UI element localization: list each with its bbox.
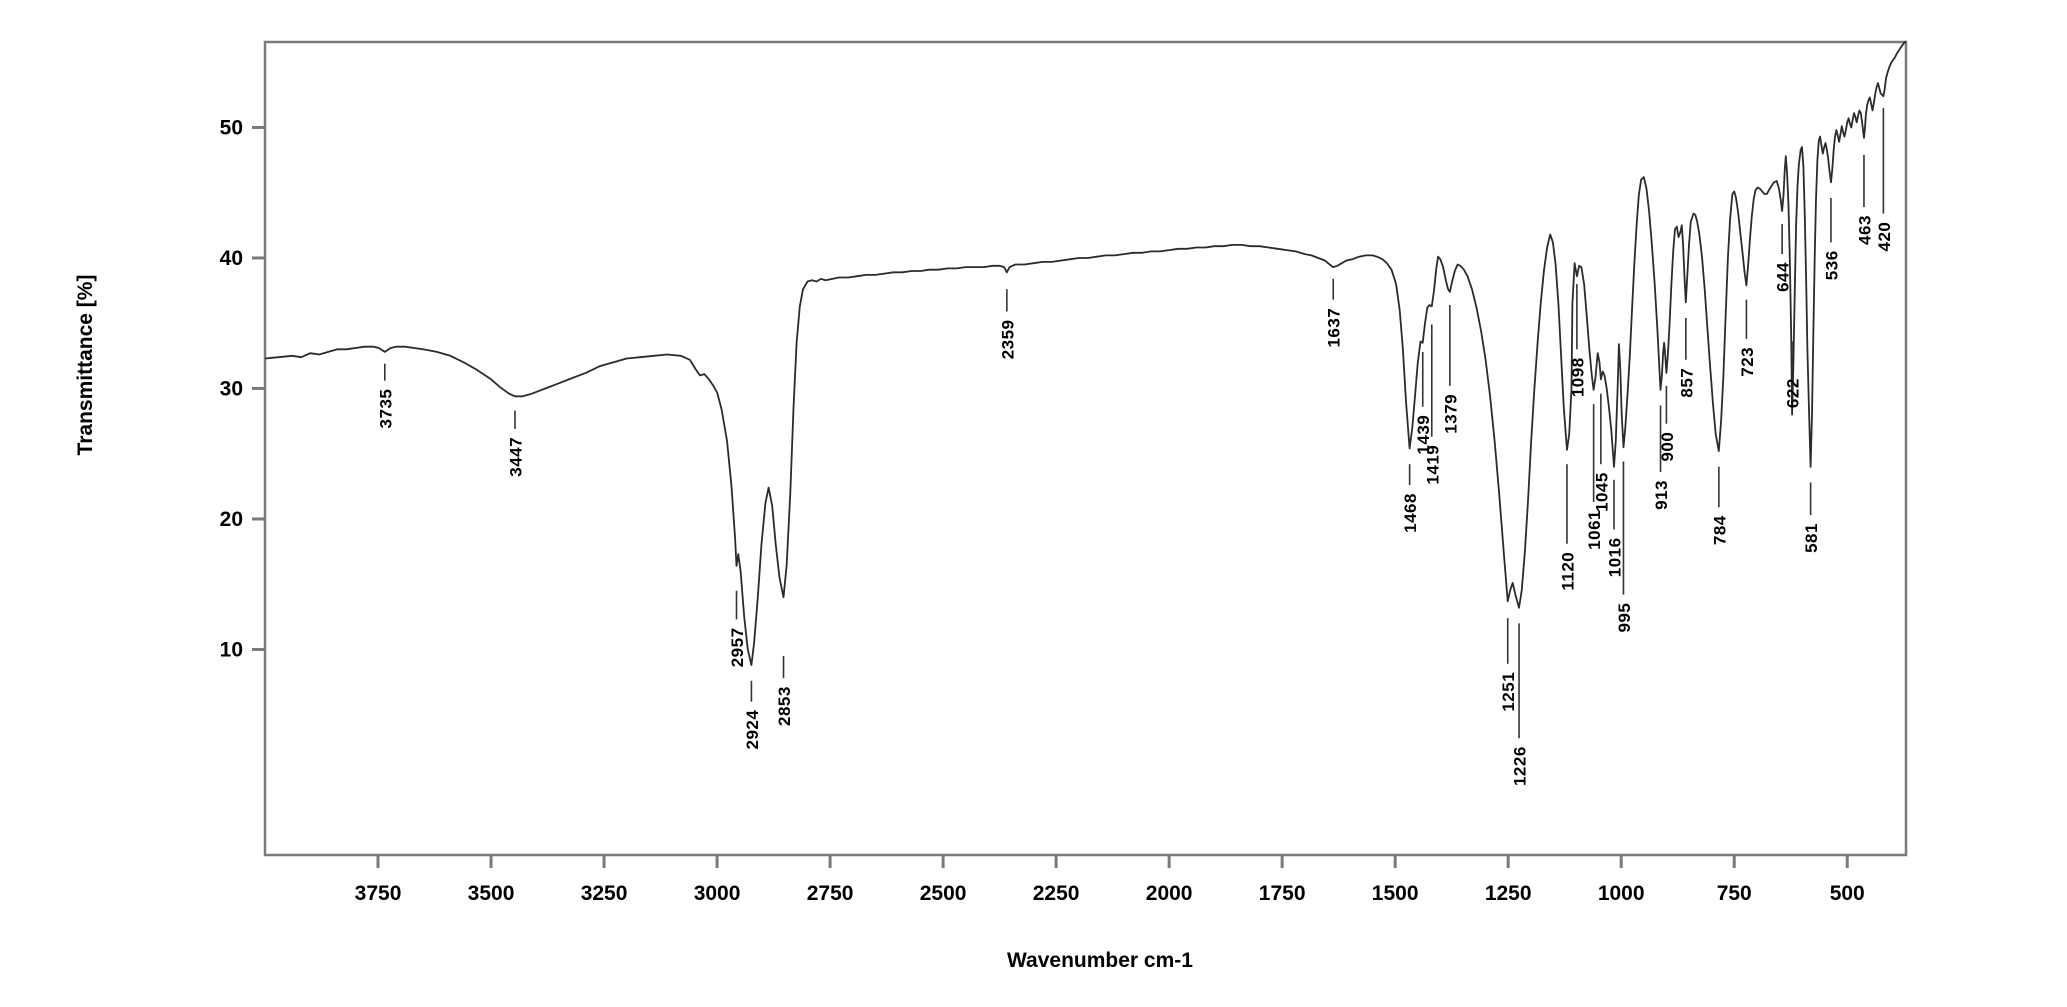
- peak-label: 995: [1615, 603, 1634, 633]
- peak-label: 1226: [1511, 746, 1530, 786]
- x-axis-tick-label: 2500: [920, 882, 967, 905]
- y-axis-title: Transmittance [%]: [74, 275, 97, 456]
- peak-label: 2957: [728, 627, 747, 667]
- y-axis-tick-label: 20: [220, 508, 243, 531]
- peak-label: 913: [1652, 480, 1671, 510]
- peak-label: 3735: [376, 389, 395, 429]
- peak-label: 1061: [1585, 510, 1604, 550]
- y-axis-tick-label: 30: [220, 377, 243, 400]
- peak-label: 1045: [1592, 472, 1611, 512]
- peak-label: 784: [1710, 515, 1729, 545]
- peak-label: 1379: [1441, 394, 1460, 434]
- peak-label: 1419: [1423, 445, 1442, 485]
- x-axis-tick-label: 750: [1717, 882, 1752, 905]
- y-axis-tick-label: 50: [220, 116, 243, 139]
- peak-label: 857: [1677, 368, 1696, 398]
- peak-label: 581: [1802, 523, 1821, 553]
- y-axis-tick-label: 10: [220, 638, 243, 661]
- peak-label: 2924: [743, 710, 762, 750]
- peak-label: 1637: [1325, 308, 1344, 348]
- peak-label: 1098: [1568, 357, 1587, 397]
- x-axis-tick-label: 2250: [1033, 882, 1080, 905]
- x-axis-tick-label: 1500: [1372, 882, 1419, 905]
- peak-label: 420: [1875, 222, 1894, 252]
- peak-label: 2853: [775, 686, 794, 726]
- peak-label: 723: [1738, 347, 1757, 377]
- x-axis-tick-label: 3000: [694, 882, 741, 905]
- peak-label: 2359: [998, 319, 1017, 359]
- peak-label: 1251: [1499, 672, 1518, 712]
- peak-label: 463: [1855, 215, 1874, 245]
- peak-label: 900: [1658, 432, 1677, 462]
- x-axis-tick-label: 3250: [581, 882, 628, 905]
- peak-label: 3447: [506, 437, 525, 477]
- spectrum-curve: [264, 40, 1907, 666]
- x-axis-tick-label: 500: [1830, 882, 1865, 905]
- x-axis-tick-label: 2750: [807, 882, 854, 905]
- spectrum-line: [264, 40, 1907, 666]
- x-axis-tick-label: 1250: [1485, 882, 1532, 905]
- peak-label: 644: [1774, 262, 1793, 292]
- peak-label: 1468: [1401, 493, 1420, 533]
- axis-ticks: 3750 3500 3250 3000 2750 2500 2250 2000 1750 1500…: [220, 116, 1865, 905]
- x-axis-tick-label: 1000: [1598, 882, 1645, 905]
- x-axis-tick-label: 3500: [468, 882, 515, 905]
- peak-annotations: 3735 3447 2957 2924 2853 2359 1637 1468 14391419…: [376, 107, 1894, 786]
- x-axis-tick-label: 3750: [355, 882, 402, 905]
- x-axis-tick-label: 2000: [1146, 882, 1193, 905]
- peak-label: 622: [1784, 378, 1803, 408]
- y-axis-tick-label: 40: [220, 247, 243, 270]
- x-axis-title: Wavenumber cm-1: [1007, 949, 1193, 972]
- peak-label: 1120: [1558, 552, 1577, 591]
- peak-label: 536: [1822, 250, 1841, 280]
- plot-border: [263, 40, 1908, 857]
- peak-label: 1016: [1605, 537, 1624, 577]
- x-axis-tick-label: 1750: [1259, 882, 1306, 905]
- peak-label: 1439: [1414, 415, 1433, 455]
